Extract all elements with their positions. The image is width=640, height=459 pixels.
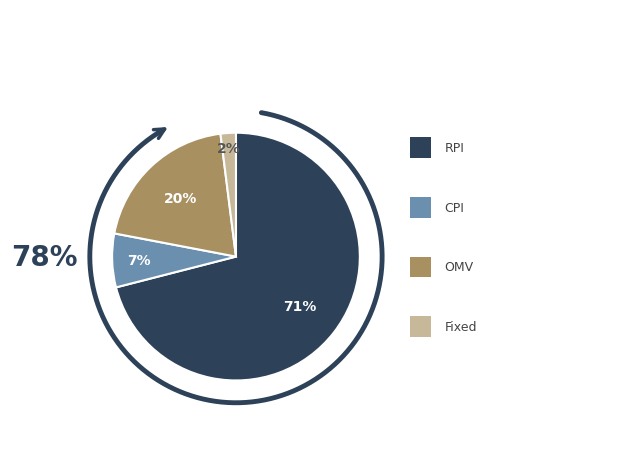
Bar <box>410 197 431 218</box>
Text: OMV: OMV <box>444 261 474 274</box>
Text: CPI: CPI <box>444 201 464 214</box>
Text: 71%: 71% <box>283 299 316 313</box>
Wedge shape <box>115 134 236 257</box>
Text: 7%: 7% <box>127 253 151 267</box>
Text: Fixed: Fixed <box>444 320 477 334</box>
Bar <box>410 257 431 278</box>
Bar <box>410 138 431 158</box>
Wedge shape <box>112 234 236 288</box>
Wedge shape <box>220 134 236 257</box>
Text: 20%: 20% <box>164 191 198 206</box>
Wedge shape <box>116 134 360 381</box>
Text: RPI: RPI <box>444 141 464 155</box>
Text: 78%: 78% <box>11 243 77 271</box>
Bar <box>410 317 431 337</box>
Text: 2%: 2% <box>217 141 241 156</box>
Text: 78% inflation-linked rent reviews: 78% inflation-linked rent reviews <box>10 22 401 42</box>
